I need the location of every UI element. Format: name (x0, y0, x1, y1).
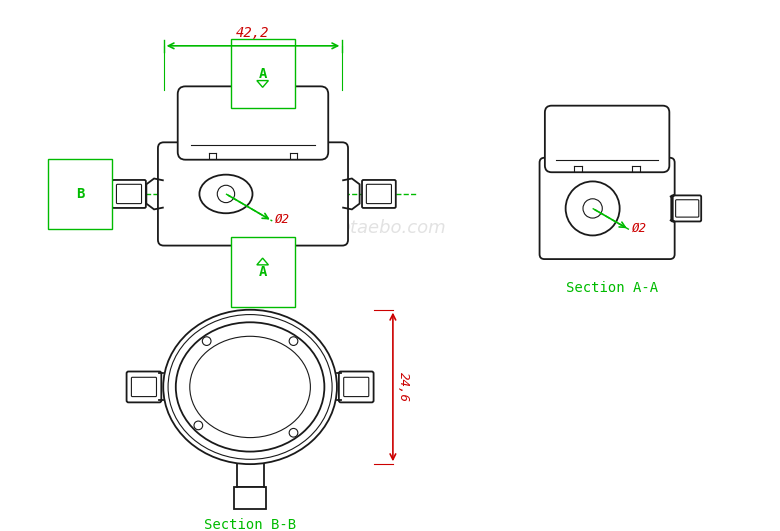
Bar (240, 489, 260, 504)
FancyBboxPatch shape (116, 184, 141, 203)
Circle shape (289, 429, 298, 437)
FancyBboxPatch shape (672, 195, 701, 221)
Bar (234, 487, 267, 509)
Ellipse shape (163, 310, 337, 464)
FancyBboxPatch shape (112, 180, 146, 208)
Circle shape (289, 337, 298, 346)
Text: Section A-A: Section A-A (566, 281, 658, 295)
Circle shape (583, 199, 602, 218)
Text: A: A (258, 66, 267, 81)
Circle shape (218, 185, 235, 203)
FancyBboxPatch shape (675, 200, 699, 217)
Circle shape (194, 421, 203, 430)
FancyBboxPatch shape (344, 378, 369, 397)
Text: 42,2: 42,2 (236, 26, 270, 40)
Bar (236, 487, 264, 507)
Text: A: A (258, 265, 267, 279)
Ellipse shape (176, 322, 324, 451)
FancyBboxPatch shape (131, 378, 157, 397)
Ellipse shape (168, 314, 332, 459)
Circle shape (202, 337, 211, 346)
FancyBboxPatch shape (178, 87, 328, 160)
FancyBboxPatch shape (362, 180, 395, 208)
Text: Section B-B: Section B-B (204, 518, 296, 531)
Text: B: B (76, 187, 84, 201)
FancyBboxPatch shape (126, 372, 161, 402)
Text: 24,6: 24,6 (397, 372, 410, 402)
Circle shape (566, 182, 619, 235)
Text: Ø2: Ø2 (275, 213, 290, 226)
FancyBboxPatch shape (158, 142, 348, 245)
FancyBboxPatch shape (339, 372, 374, 402)
Ellipse shape (200, 175, 253, 213)
Text: Ø2: Ø2 (633, 221, 647, 235)
FancyBboxPatch shape (540, 158, 675, 259)
FancyBboxPatch shape (367, 184, 392, 203)
FancyBboxPatch shape (545, 106, 669, 172)
Text: @taebo.com: @taebo.com (333, 219, 447, 237)
Ellipse shape (190, 336, 310, 438)
